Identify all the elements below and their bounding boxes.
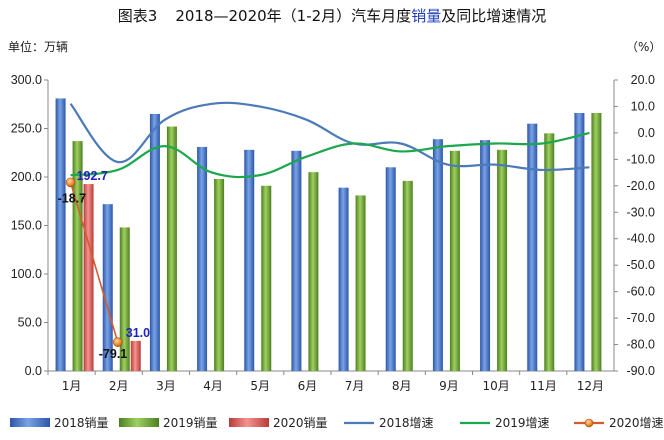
legend-item: 2020增速 bbox=[574, 416, 664, 430]
bar-2018销量 bbox=[291, 150, 302, 371]
legend-item: 2019增速 bbox=[460, 416, 550, 430]
left-tick-label: 200.0 bbox=[11, 170, 42, 184]
title-prefix: 图表3 bbox=[118, 7, 158, 25]
legend-swatch bbox=[10, 418, 50, 427]
left-tick-label: 300.0 bbox=[11, 73, 42, 87]
title-highlight: 销量 bbox=[411, 7, 441, 25]
right-tick-label: -20.0 bbox=[627, 179, 656, 193]
bars bbox=[55, 98, 602, 372]
bar-2018销量 bbox=[244, 149, 255, 371]
bar-2019销量 bbox=[355, 195, 366, 371]
chart-title: 图表3 2018—2020年（1-2月）汽车月度销量及同比增速情况 bbox=[118, 7, 546, 25]
point-2020增速 bbox=[65, 177, 76, 188]
left-tick-label: 50.0 bbox=[18, 316, 42, 330]
legend: 2018销量 2019销量 2020销量 2018增速 2019增速 2020增速 bbox=[10, 416, 664, 430]
data-label-2020-sales: 192.7 bbox=[77, 169, 108, 183]
title-main-b: 及同比增速情况 bbox=[441, 7, 546, 25]
bar-2020销量 bbox=[83, 184, 94, 371]
left-unit-label: 单位：万辆 bbox=[8, 39, 68, 54]
x-tick-label: 4月 bbox=[203, 379, 223, 393]
right-tick-label: -80.0 bbox=[627, 338, 656, 352]
right-tick-label: 20.0 bbox=[631, 73, 655, 87]
bar-2018销量 bbox=[55, 98, 66, 372]
legend-label: 2020销量 bbox=[273, 416, 328, 430]
right-tick-label: -30.0 bbox=[627, 205, 656, 219]
data-label-2020-growth: -18.7 bbox=[58, 191, 87, 205]
axes: 0.0 50.0 100.0 150.0 200.0 250.0 300.0 20.0 10.0… bbox=[11, 73, 655, 393]
bar-2018销量 bbox=[197, 146, 208, 371]
right-tick-label: -40.0 bbox=[627, 232, 656, 246]
legend-label: 2019销量 bbox=[163, 416, 218, 430]
legend-marker bbox=[584, 418, 594, 428]
bar-2018销量 bbox=[385, 167, 396, 371]
left-tick-label: 150.0 bbox=[11, 219, 42, 233]
x-tick-label: 9月 bbox=[439, 379, 459, 393]
x-tick-label: 5月 bbox=[250, 379, 270, 393]
lines bbox=[65, 101, 590, 347]
bar-2019销量 bbox=[402, 180, 413, 371]
point-2020增速 bbox=[112, 337, 123, 347]
bar-2018销量 bbox=[527, 123, 538, 372]
legend-item: 2018增速 bbox=[344, 416, 434, 430]
data-label-2020-sales: 31.0 bbox=[126, 326, 150, 340]
right-tick-label: -10.0 bbox=[627, 152, 656, 166]
left-tick-label: 0.0 bbox=[25, 364, 42, 378]
x-tick-label: 8月 bbox=[392, 379, 412, 393]
left-tick-label: 250.0 bbox=[11, 122, 42, 136]
bar-2019销量 bbox=[72, 141, 83, 371]
legend-swatch bbox=[119, 418, 159, 427]
bar-2019销量 bbox=[119, 227, 130, 371]
bar-2019销量 bbox=[449, 150, 460, 371]
right-tick-label: -70.0 bbox=[627, 311, 656, 325]
bar-2018销量 bbox=[149, 113, 160, 371]
bar-2019销量 bbox=[261, 185, 272, 371]
legend-item: 2018销量 bbox=[10, 416, 109, 430]
x-tick-label: 11月 bbox=[530, 379, 557, 393]
bar-2020销量 bbox=[130, 340, 141, 371]
bar-2019销量 bbox=[497, 149, 508, 371]
x-tick-label: 3月 bbox=[156, 379, 176, 393]
bar-2019销量 bbox=[214, 178, 225, 371]
data-labels: 192.7 31.0 -18.7 -79.1 bbox=[58, 169, 151, 361]
right-unit-label: （%） bbox=[626, 40, 661, 54]
bar-2019销量 bbox=[308, 172, 319, 371]
legend-label: 2020增速 bbox=[609, 416, 664, 430]
right-tick-label: 0.0 bbox=[638, 126, 655, 140]
legend-swatch bbox=[229, 418, 269, 427]
bar-2018销量 bbox=[338, 187, 349, 371]
legend-label: 2018增速 bbox=[379, 416, 434, 430]
bar-2018销量 bbox=[432, 139, 443, 371]
x-tick-label: 6月 bbox=[298, 379, 318, 393]
bar-2019销量 bbox=[591, 112, 602, 371]
x-tick-label: 10月 bbox=[482, 379, 509, 393]
right-tick-label: 10.0 bbox=[631, 99, 655, 113]
line-2019增速 bbox=[70, 131, 590, 179]
x-tick-label: 2月 bbox=[109, 379, 129, 393]
legend-label: 2019增速 bbox=[495, 416, 550, 430]
bar-2018销量 bbox=[574, 112, 585, 371]
title-main-a: 2018—2020年（1-2月）汽车月度 bbox=[175, 7, 411, 25]
bar-2018销量 bbox=[102, 204, 113, 371]
bar-2018销量 bbox=[480, 140, 491, 371]
legend-item: 2020销量 bbox=[229, 416, 328, 430]
right-tick-label: -60.0 bbox=[627, 285, 656, 299]
right-tick-label: -90.0 bbox=[627, 364, 656, 378]
line-2020增速 bbox=[69, 182, 119, 343]
legend-label: 2018销量 bbox=[54, 416, 109, 430]
left-tick-label: 100.0 bbox=[11, 267, 42, 281]
data-label-2020-growth: -79.1 bbox=[99, 347, 128, 361]
right-tick-label: -50.0 bbox=[627, 258, 656, 272]
bar-2019销量 bbox=[544, 133, 555, 371]
x-tick-label: 7月 bbox=[345, 379, 365, 393]
legend-item: 2019销量 bbox=[119, 416, 218, 430]
x-tick-label: 1月 bbox=[62, 379, 82, 393]
line-2018增速 bbox=[69, 101, 590, 172]
bar-2019销量 bbox=[166, 126, 177, 371]
x-tick-label: 12月 bbox=[577, 379, 604, 393]
